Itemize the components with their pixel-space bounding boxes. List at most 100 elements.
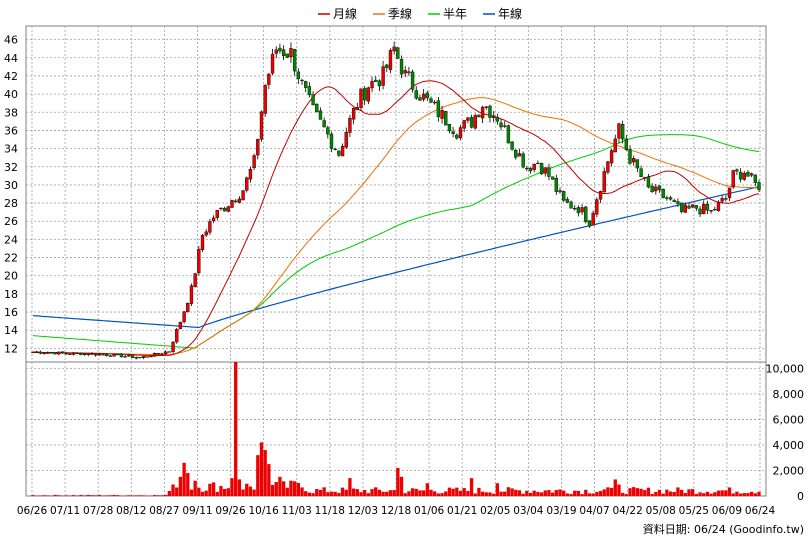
candle-body [300,79,304,82]
volume-bar [31,495,35,496]
date-tick-label: 02/05 [480,505,510,517]
volume-bar [433,491,437,496]
candle-body [499,122,503,128]
candle-body [222,207,227,212]
volume-bar [200,491,205,496]
candle-body [565,199,570,203]
volume-bar [278,476,282,496]
date-tick-label: 06/24 [745,505,776,517]
price-tick-label: 46 [4,34,18,47]
data-date-footer: 資料日期: 06/24 (Goodinfo.tw) [643,522,804,536]
volume-bar [429,489,433,496]
candle-body [112,353,116,357]
volume-bar [573,490,577,496]
candle-body [455,134,459,139]
volume-bar [480,491,485,496]
volume-bar [738,493,743,496]
volume-bar [620,492,625,496]
candle-body [514,150,518,158]
candle-body [38,351,43,354]
volume-bar [632,487,636,496]
candle-body [753,174,757,183]
volume-bar [617,484,621,496]
volume-bar [691,489,695,496]
volume-bar [554,489,558,496]
date-tick-label: 09/26 [215,505,246,517]
volume-bar [451,488,455,496]
volume-bar [333,491,337,496]
candle-body [628,149,632,164]
price-tick-label: 18 [4,288,18,301]
candle-body [79,353,83,356]
candle-body [694,205,699,209]
candle-body [333,148,337,151]
candle-body [473,115,477,129]
candle-body [414,90,418,99]
candle-body [506,125,511,144]
volume-bar [749,491,754,496]
price-tick-label: 22 [4,252,18,265]
candle-body [698,208,702,215]
volume-bar [694,493,699,496]
candle-body [392,46,396,52]
volume-bar [514,489,518,496]
volume-bar [116,495,120,496]
volume-bar [543,490,547,496]
candle-body [558,190,562,193]
candle-body [57,351,61,355]
date-tick-label: 07/28 [83,505,113,517]
volume-bar [650,493,654,496]
candle-body [31,351,35,354]
volume-bar [705,491,710,496]
volume-bar [204,490,208,496]
candle-body [134,357,138,359]
volume-bar [256,455,260,496]
volume-bar [536,491,540,496]
candle-body [587,220,592,227]
candle-body [690,204,695,208]
volume-bar [668,491,673,496]
candle-body [484,106,488,108]
volume-bar [713,492,717,496]
candle-body [749,173,754,176]
price-tick-label: 42 [4,70,18,83]
volume-bar [355,489,359,496]
candle-body [425,92,429,99]
candlesticks [31,41,761,360]
candle-body [528,167,533,172]
volume-bar [399,476,404,496]
volume-bar [613,479,617,496]
candle-body [270,53,275,74]
candle-body [440,110,444,119]
volume-bar [270,484,275,496]
candle-body [606,161,610,173]
volume-bar [211,482,216,496]
volume-bar [746,493,750,496]
volume-bar [665,489,669,496]
legend-label-2: 半年 [443,7,467,21]
candle-body [679,202,684,212]
candle-body [267,73,271,85]
volume-tick-label: 8,000 [773,388,805,401]
date-tick-label: 12/03 [348,505,378,517]
date-tick-label: 07/11 [50,505,80,517]
volume-bar [716,490,721,496]
volume-bar [576,490,581,496]
volume-bar [462,488,466,496]
candle-body [683,204,687,213]
volume-bar [687,489,691,496]
volume-bar [469,478,474,496]
volume-bar [178,476,183,496]
volume-bar [458,490,463,496]
volume-bar [281,481,286,496]
candle-body [175,329,179,343]
candle-body [727,187,732,199]
candle-body [676,201,680,204]
candle-body [344,131,348,148]
volume-bar [679,489,684,496]
volume-bar [654,491,658,496]
candle-body [42,352,46,355]
candle-body [488,105,492,118]
volume-bar [208,483,212,496]
volume-bar [127,495,131,496]
